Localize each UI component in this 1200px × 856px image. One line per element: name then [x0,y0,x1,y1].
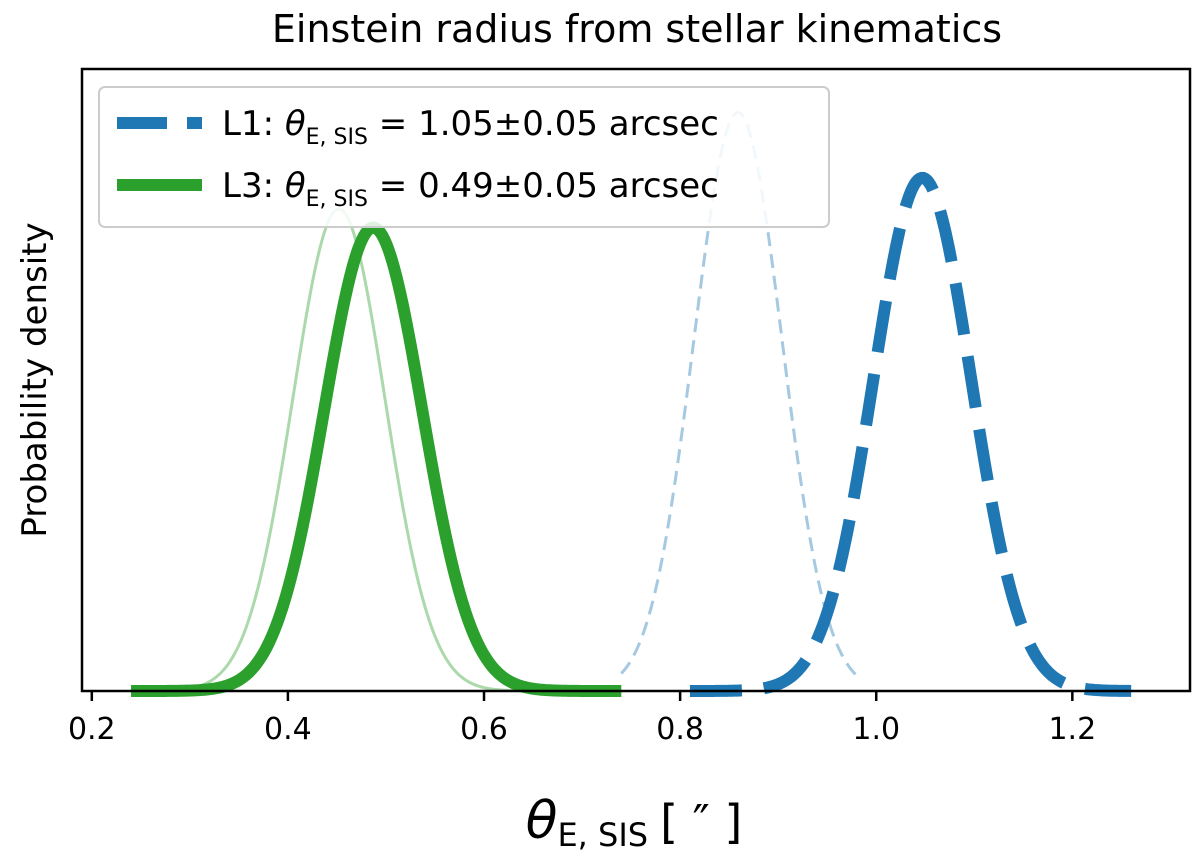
x-tick-label: 0.6 [460,712,508,747]
x-tick-label: 0.2 [68,712,116,747]
series-curve-l1 [689,171,1132,697]
x-axis-ticks: 0.2 0.4 0.6 0.8 1.0 1.2 [68,691,1096,747]
y-axis-label: Probability density [15,222,55,537]
x-axis-label-unit: [ ″ ] [660,795,742,849]
legend-l1-value: = 1.05±0.05 arcsec [368,104,719,144]
legend-l3-prefix: L3: [222,166,285,206]
x-tick-label: 1.2 [1048,712,1096,747]
legend-l1-subscript: E, SIS [306,125,368,150]
x-axis-label: θE, SIS [ ″ ] [526,791,743,854]
legend-l3-symbol: θ [285,166,306,206]
legend-box [98,86,830,228]
series-curve-l3 [131,221,622,697]
x-tick-label: 1.0 [852,712,900,747]
x-axis-label-symbol: θ [526,791,558,851]
plot-frame [80,67,1192,693]
x-tick-label: 0.4 [264,712,312,747]
x-axis-label-subscript: E, SIS [557,816,648,854]
legend-l1-prefix: L1: [222,104,285,144]
legend-label-l1: L1: θE, SIS = 1.05±0.05 arcsec [222,104,719,150]
legend-l3-value: = 0.49±0.05 arcsec [368,166,719,206]
x-tick-label: 0.8 [656,712,704,747]
legend: L1: θE, SIS = 1.05±0.05 arcsec L3: θE, S… [98,86,830,228]
legend-l1-symbol: θ [285,104,306,144]
legend-l3-subscript: E, SIS [306,187,368,212]
chart-title: Einstein radius from stellar kinematics [272,7,1002,51]
legend-label-l3: L3: θE, SIS = 0.49±0.05 arcsec [222,166,719,212]
